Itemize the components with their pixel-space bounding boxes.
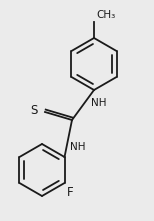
- Text: NH: NH: [70, 141, 86, 152]
- Text: S: S: [31, 105, 38, 118]
- Text: CH₃: CH₃: [96, 10, 115, 20]
- Text: F: F: [67, 186, 73, 199]
- Text: NH: NH: [91, 98, 107, 108]
